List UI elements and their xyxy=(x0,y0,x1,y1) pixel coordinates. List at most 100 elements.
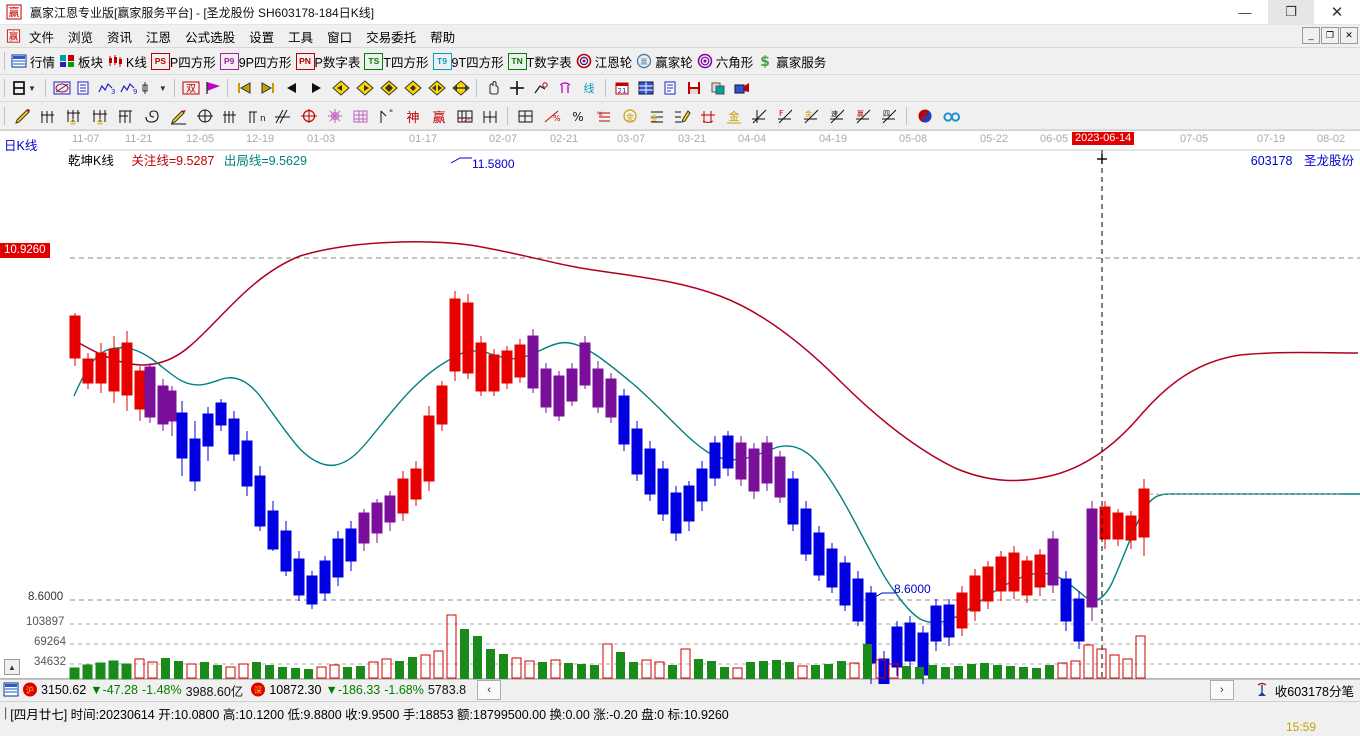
document-icon[interactable] xyxy=(662,80,678,96)
shen-icon[interactable]: 神 xyxy=(404,108,420,125)
tool-t-square[interactable]: TS T四方形 xyxy=(362,50,430,72)
menu-gann[interactable]: 江恩 xyxy=(146,30,172,45)
chart-area[interactable]: 日K线 乾坤K线 关注线=9.5287 出局线=9.5629 603178 圣龙… xyxy=(0,130,1360,684)
angle-f-icon[interactable]: F xyxy=(777,108,793,124)
angle-a-icon[interactable] xyxy=(751,108,767,124)
ma9-icon[interactable]: 9 xyxy=(119,80,137,96)
taiji-icon[interactable] xyxy=(916,108,932,124)
angle-ying-icon[interactable]: 赢 xyxy=(855,108,871,124)
angle-gold-icon[interactable]: 金 xyxy=(803,108,819,124)
tool-p-number-table[interactable]: PN P数字表 xyxy=(294,50,363,72)
period-selector[interactable]: ▼ xyxy=(9,77,41,99)
copy-icon[interactable] xyxy=(710,80,726,96)
angle-lines-icon[interactable] xyxy=(274,108,290,124)
gold-circle-icon[interactable]: 金 xyxy=(621,108,637,124)
tool-winner-wheel[interactable]: 赢 赢家轮 xyxy=(634,50,695,72)
angle-lian-icon[interactable]: 速 xyxy=(829,108,845,124)
zoom-out-icon[interactable] xyxy=(404,80,422,96)
chart-canvas[interactable]: 日K线 乾坤K线 关注线=9.5287 出局线=9.5629 603178 圣龙… xyxy=(0,131,1360,684)
gold-box-icon[interactable]: 金 xyxy=(725,108,741,124)
next-icon[interactable] xyxy=(308,80,324,96)
calendar-icon[interactable]: 21 xyxy=(614,80,630,96)
menu-tools[interactable]: 工具 xyxy=(288,30,314,45)
pen-icon[interactable] xyxy=(14,108,30,124)
dual-chart-icon[interactable]: 双 xyxy=(182,80,200,96)
spiral-icon[interactable] xyxy=(144,108,160,124)
gann-fan-icon[interactable] xyxy=(40,108,56,124)
first-page-icon[interactable] xyxy=(236,80,252,96)
tool-kline[interactable]: K线 xyxy=(105,50,149,72)
grid-comb-icon[interactable] xyxy=(118,108,134,124)
percent-icon[interactable]: % xyxy=(569,108,585,124)
chevron-down-icon[interactable]: ▼ xyxy=(158,83,167,93)
menu-formula-stock-pick[interactable]: 公式选股 xyxy=(185,30,236,45)
infinity-icon[interactable] xyxy=(942,108,961,124)
prev-icon[interactable] xyxy=(284,80,300,96)
percent-line-icon[interactable]: % xyxy=(543,108,561,124)
star-burst-icon[interactable] xyxy=(326,108,342,124)
fit-width-icon[interactable] xyxy=(428,80,446,96)
tool-hexagon[interactable]: 六角形 xyxy=(695,50,756,72)
ticker-prev-button[interactable]: ‹ xyxy=(477,680,502,700)
zoom-left-icon[interactable] xyxy=(332,80,350,96)
mdi-restore-button[interactable]: ❐ xyxy=(1321,27,1339,44)
measure-width-icon[interactable] xyxy=(482,108,498,124)
menu-trade-order[interactable]: 交易委托 xyxy=(366,30,417,45)
comb-lines-icon[interactable] xyxy=(222,108,238,124)
gold-grid2-icon[interactable]: 金 xyxy=(92,108,108,125)
last-page-icon[interactable] xyxy=(260,80,276,96)
crosshair-icon[interactable] xyxy=(509,80,525,96)
bracket-icon[interactable] xyxy=(557,80,573,96)
market-grid-icon[interactable] xyxy=(3,682,19,698)
flag-chart-icon[interactable] xyxy=(204,80,220,96)
ink-pen-icon[interactable] xyxy=(673,108,691,124)
menu-window[interactable]: 窗口 xyxy=(327,30,353,45)
tool-p-square[interactable]: PS P四方形 xyxy=(149,50,218,72)
hand-pan-icon[interactable] xyxy=(485,80,501,96)
tool-winner-service[interactable]: $ 赢家服务 xyxy=(755,50,828,72)
menu-help[interactable]: 帮助 xyxy=(430,30,456,45)
tick-quote-icon[interactable]: " xyxy=(378,108,394,124)
index-shanghai[interactable]: 沪 3150.62 ▼ -47.28 -1.48% 3988.60亿 xyxy=(22,681,243,700)
n-squared-icon[interactable]: n² xyxy=(248,108,266,124)
ma3-icon[interactable]: 3 xyxy=(97,80,115,96)
line-tools-icon[interactable]: 线 xyxy=(581,80,597,96)
window-maximize-button[interactable]: ❐ xyxy=(1268,0,1314,24)
save-icon[interactable] xyxy=(686,80,702,96)
window-close-button[interactable]: ✕ xyxy=(1330,4,1344,21)
tool-sector[interactable]: 板块 xyxy=(57,50,105,72)
ying-icon[interactable]: 赢 xyxy=(430,108,446,125)
data-table-icon[interactable] xyxy=(638,80,654,96)
target-circle-icon[interactable] xyxy=(300,108,317,124)
numeric-grid-icon[interactable]: 123 xyxy=(456,108,473,124)
mdi-minimize-button[interactable]: _ xyxy=(1302,27,1320,44)
report-list-icon[interactable] xyxy=(75,80,91,96)
zoom-in-icon[interactable] xyxy=(380,80,398,96)
export-icon[interactable] xyxy=(734,80,750,96)
ticker-next-button[interactable]: › xyxy=(1209,680,1234,700)
table-frame-icon[interactable] xyxy=(517,108,533,124)
percent-grid-icon[interactable]: % xyxy=(595,108,611,124)
window-minimize-button[interactable]: — xyxy=(1238,4,1252,20)
expand-icon[interactable] xyxy=(452,80,470,96)
tool-quotes[interactable]: 行情 xyxy=(9,50,57,72)
menu-browse[interactable]: 浏览 xyxy=(68,30,94,45)
bracket-red-icon[interactable] xyxy=(699,108,715,124)
grid-box-icon[interactable] xyxy=(352,108,368,124)
trendline-icon[interactable] xyxy=(533,80,549,96)
tool-9t-square[interactable]: T9 9T四方形 xyxy=(431,50,506,72)
chevron-down-icon[interactable]: ▼ xyxy=(28,83,36,93)
marker-pen-icon[interactable] xyxy=(170,108,186,124)
zoom-right-icon[interactable] xyxy=(356,80,374,96)
tool-t-number-table[interactable]: TN T数字表 xyxy=(506,50,574,72)
angle-four-icon[interactable]: 四 xyxy=(881,108,897,124)
mdi-close-button[interactable]: ✕ xyxy=(1340,27,1358,44)
menu-file[interactable]: 文件 xyxy=(29,30,55,45)
chart-scroll-up-button[interactable]: ▲ xyxy=(4,659,20,675)
tool-gann-wheel[interactable]: 江恩轮 xyxy=(574,50,635,72)
index-shenzhen[interactable]: 深 10872.30 ▼ -186.33 -1.68% 5783.8 xyxy=(250,682,466,698)
gold-grid1-icon[interactable]: 金 xyxy=(66,108,82,125)
circle-scale-icon[interactable] xyxy=(196,108,213,124)
menu-settings[interactable]: 设置 xyxy=(249,30,275,45)
single-candle-icon[interactable] xyxy=(140,80,156,96)
